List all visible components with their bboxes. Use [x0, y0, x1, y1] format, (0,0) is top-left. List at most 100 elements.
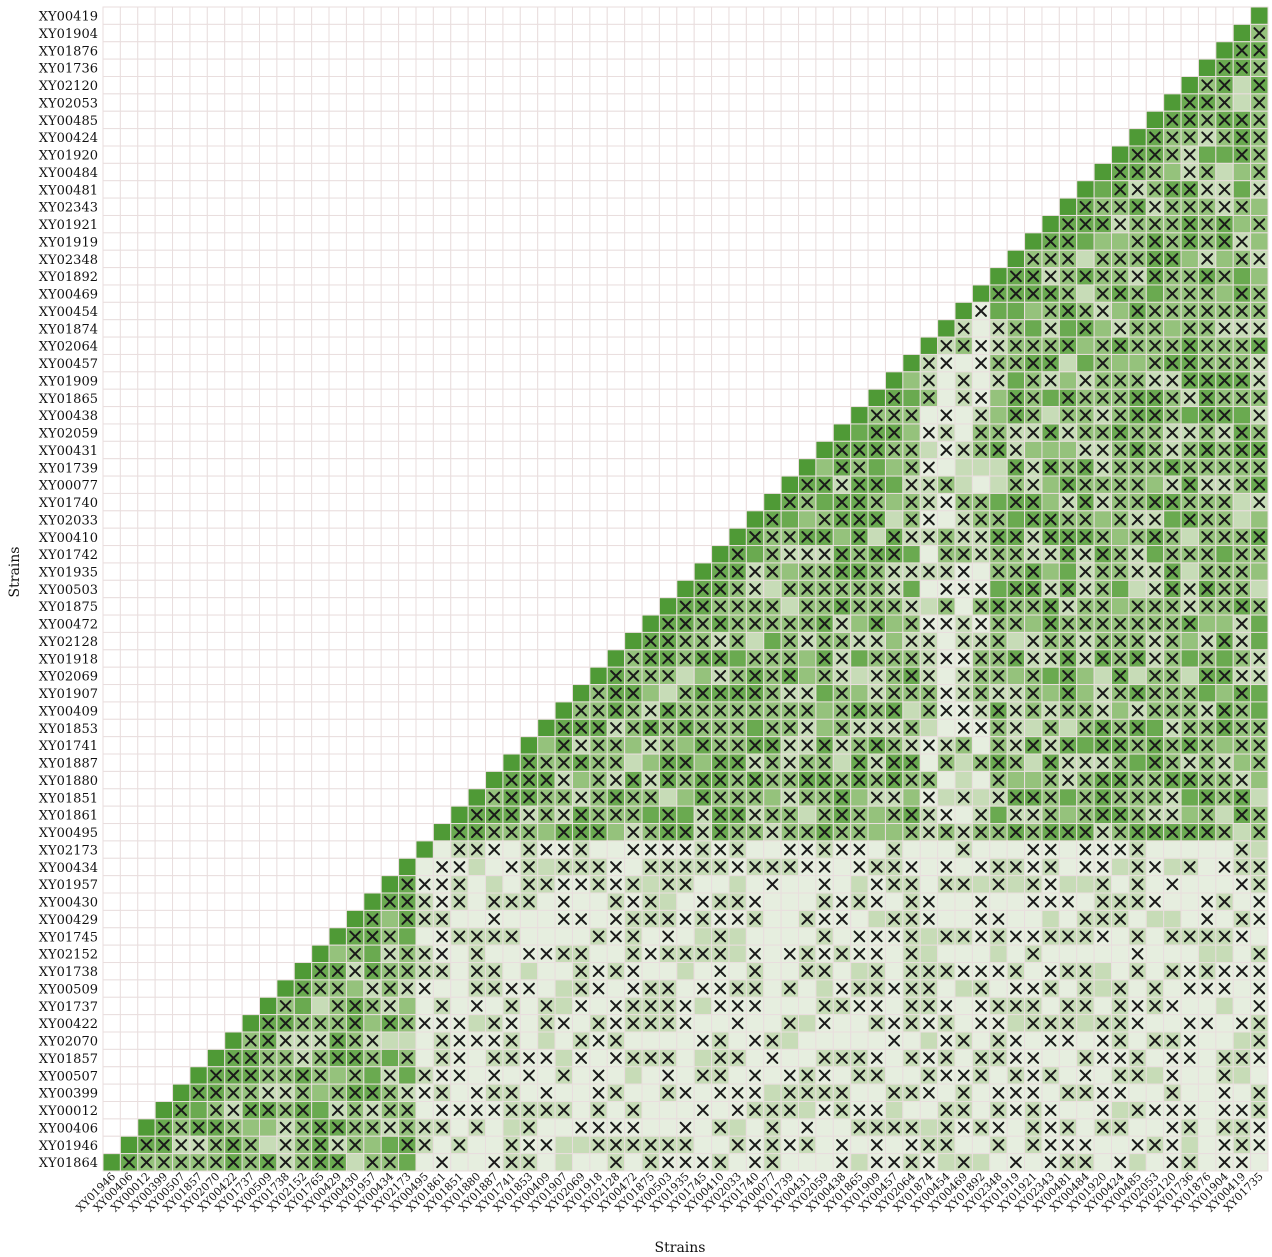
- heatmap-cell: [1041, 388, 1060, 408]
- heatmap-cell: [206, 875, 226, 894]
- cell-cross-mark: [888, 600, 901, 613]
- heatmap-cell: [728, 388, 747, 408]
- heatmap-cell: [745, 58, 765, 77]
- heatmap-cell: [467, 579, 487, 599]
- cell-cross-mark: [1044, 548, 1057, 561]
- heatmap-cell: [485, 162, 504, 182]
- heatmap-cell: [1128, 909, 1147, 929]
- heatmap-cell: [624, 128, 643, 147]
- cell-cross-mark: [1027, 461, 1040, 474]
- heatmap-cell: [780, 353, 800, 373]
- heatmap-cell: [345, 614, 365, 633]
- heatmap-cell: [728, 214, 747, 234]
- heatmap-cell: [711, 6, 730, 25]
- heatmap-cell: [780, 875, 800, 894]
- heatmap-cell: [989, 110, 1008, 130]
- heatmap-cell: [224, 701, 243, 720]
- heatmap-cell: [276, 128, 295, 147]
- heatmap-cell: [398, 232, 417, 251]
- heatmap-cell: [102, 267, 121, 286]
- heatmap-cell: [676, 249, 695, 269]
- heatmap-cell: [432, 180, 452, 199]
- heatmap-cell: [1111, 353, 1130, 373]
- heatmap-cell: [380, 301, 400, 321]
- heatmap-cell: [137, 753, 156, 772]
- heatmap-cell: [241, 23, 260, 43]
- heatmap-cell: [467, 440, 487, 460]
- heatmap-cell: [832, 180, 852, 199]
- heatmap-cell: [745, 371, 765, 390]
- heatmap-cell: [206, 180, 226, 199]
- heatmap-cell: [450, 371, 469, 390]
- heatmap-cell: [658, 145, 678, 164]
- heatmap-cell: [1215, 249, 1234, 269]
- heatmap-cell: [450, 249, 469, 269]
- heatmap-cell: [258, 909, 278, 929]
- cell-cross-mark: [1096, 374, 1109, 387]
- cell-cross-mark: [1079, 218, 1092, 231]
- heatmap-cell: [432, 336, 452, 355]
- heatmap-cell: [241, 701, 260, 720]
- heatmap-cell: [363, 128, 382, 147]
- heatmap-cell: [624, 301, 643, 321]
- heatmap-cell: [189, 614, 208, 633]
- cell-cross-mark: [1201, 270, 1214, 283]
- heatmap-cell: [189, 197, 208, 216]
- heatmap-cell: [154, 892, 174, 911]
- heatmap-cell: [276, 562, 295, 581]
- heatmap-cell: [919, 875, 939, 894]
- heatmap-cell: [902, 128, 921, 147]
- heatmap-cell: [172, 197, 191, 216]
- heatmap-cell: [172, 232, 191, 251]
- heatmap-cell: [276, 718, 295, 738]
- heatmap-cell: [780, 892, 800, 911]
- heatmap-cell: [1058, 75, 1078, 95]
- cell-cross-mark: [1201, 235, 1214, 248]
- heatmap-cell: [241, 162, 260, 182]
- heatmap-cell: [1076, 736, 1095, 755]
- cell-cross-mark: [836, 478, 848, 491]
- heatmap-cell: [867, 805, 886, 825]
- heatmap-cell: [415, 75, 434, 95]
- heatmap-cell: [1076, 128, 1095, 147]
- cell-cross-mark: [1183, 322, 1196, 335]
- heatmap-cell: [902, 371, 921, 390]
- heatmap-cell: [154, 440, 174, 460]
- heatmap-cell: [328, 805, 347, 825]
- heatmap-cell: [502, 562, 521, 581]
- heatmap-cell: [119, 58, 139, 77]
- heatmap-cell: [937, 371, 956, 390]
- heatmap-cell: [884, 475, 904, 494]
- heatmap-cell: [189, 736, 208, 755]
- heatmap-cell: [1163, 892, 1182, 911]
- heatmap-cell: [363, 892, 382, 911]
- heatmap-cell: [867, 371, 886, 390]
- heatmap-cell: [119, 909, 139, 929]
- cell-cross-mark: [1166, 183, 1179, 196]
- heatmap-cell: [1093, 666, 1113, 686]
- heatmap-cell: [189, 336, 208, 355]
- heatmap-cell: [467, 492, 487, 512]
- heatmap-cell: [380, 128, 400, 147]
- heatmap-cell: [1006, 840, 1026, 859]
- heatmap-cell: [989, 458, 1008, 477]
- cell-cross-mark: [1183, 96, 1196, 109]
- heatmap-cell: [711, 23, 730, 43]
- heatmap-cell: [380, 249, 400, 269]
- heatmap-cell: [258, 875, 278, 894]
- heatmap-cell: [763, 979, 782, 998]
- heatmap-cell: [1250, 232, 1269, 251]
- heatmap-cell: [815, 110, 834, 130]
- heatmap-cell: [850, 23, 869, 43]
- cell-cross-mark: [1253, 426, 1266, 439]
- heatmap-cell: [415, 857, 434, 877]
- heatmap-cell: [172, 75, 191, 95]
- heatmap-cell: [658, 75, 678, 95]
- heatmap-cell: [919, 319, 939, 338]
- heatmap-cell: [693, 110, 713, 130]
- heatmap-cell: [450, 805, 469, 825]
- heatmap-cell: [432, 301, 452, 321]
- heatmap-cell: [1076, 23, 1095, 43]
- cell-cross-mark: [749, 565, 761, 578]
- cell-cross-mark: [940, 531, 953, 543]
